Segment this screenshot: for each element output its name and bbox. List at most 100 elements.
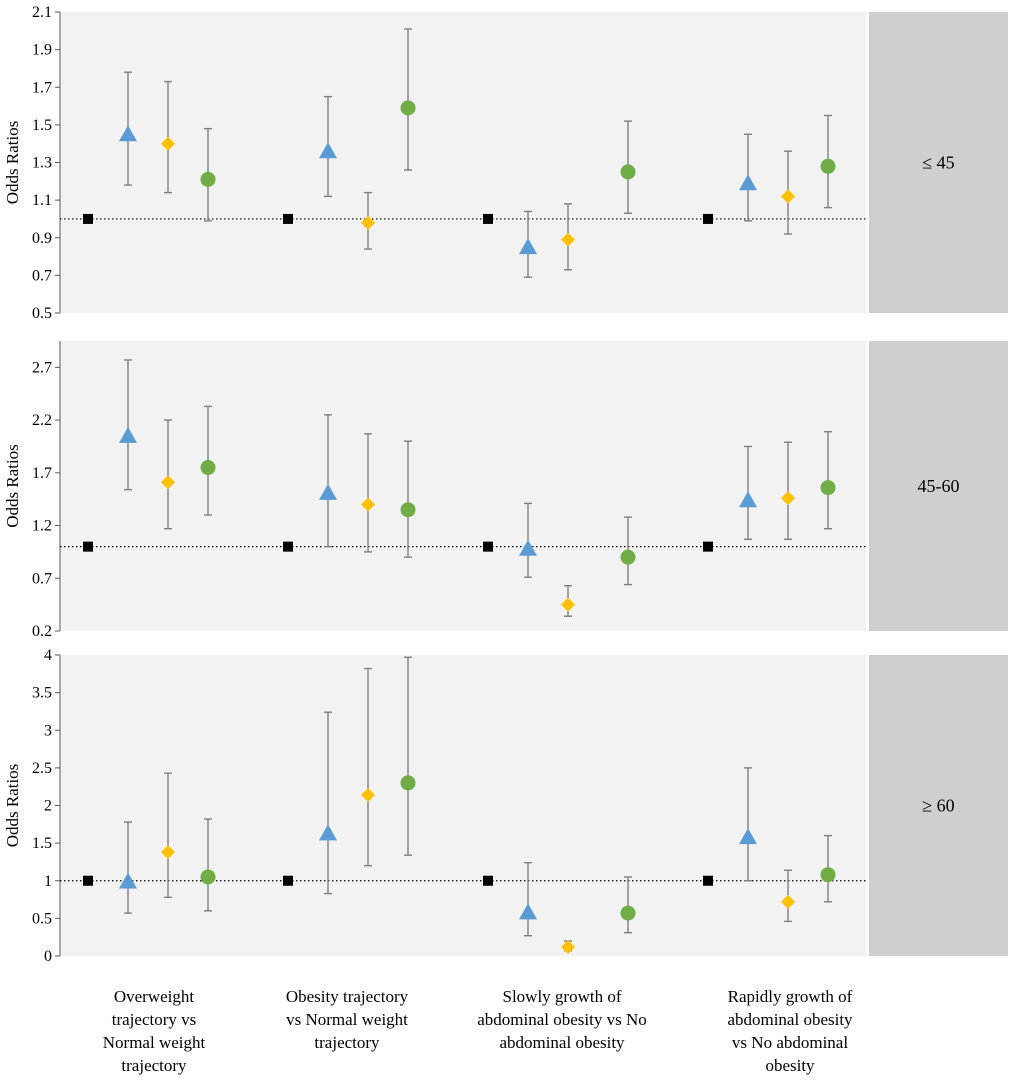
reference-square-marker bbox=[83, 213, 93, 224]
triangle-marker bbox=[319, 824, 337, 841]
circle-marker bbox=[400, 775, 416, 791]
triangle-marker bbox=[319, 483, 337, 500]
triangle-marker bbox=[119, 426, 137, 443]
y-tick-label: 0 bbox=[44, 948, 52, 965]
reference-square-marker bbox=[283, 541, 293, 552]
reference-square-marker bbox=[283, 213, 293, 224]
category-label-rapidly-growth: Rapidly growth of abdominal obesity vs N… bbox=[695, 985, 885, 1077]
triangle-marker bbox=[519, 238, 537, 255]
triangle-marker bbox=[739, 828, 757, 845]
category-label-line: abdominal obesity vs No bbox=[477, 1010, 647, 1029]
diamond-marker bbox=[561, 597, 575, 612]
diamond-marker bbox=[161, 845, 175, 860]
reference-square-marker bbox=[703, 213, 713, 224]
category-label-line: trajectory bbox=[314, 1033, 380, 1052]
y-tick-label: 1 bbox=[44, 873, 52, 890]
diamond-marker bbox=[561, 232, 575, 247]
triangle-marker bbox=[739, 491, 757, 508]
category-label-line: Slowly growth of bbox=[502, 987, 622, 1006]
y-tick-label: 2.5 bbox=[32, 760, 52, 777]
triangle-marker bbox=[739, 174, 757, 191]
y-tick-label: 1.7 bbox=[32, 79, 52, 96]
diamond-marker bbox=[361, 787, 375, 802]
y-tick-label: 3 bbox=[44, 722, 52, 739]
circle-marker bbox=[200, 171, 216, 187]
reference-square-marker bbox=[703, 875, 713, 886]
category-label-line: vs No abdominal bbox=[731, 1033, 849, 1052]
plot-area-panel-2 bbox=[60, 341, 866, 631]
age-group-label: 45-60 bbox=[918, 476, 960, 496]
y-axis-title: Odds Ratios bbox=[3, 121, 22, 205]
category-label-line: Normal weight bbox=[102, 1033, 206, 1052]
y-tick-label: 2.2 bbox=[32, 412, 52, 429]
y-tick-label: 1.5 bbox=[32, 117, 52, 134]
age-strip-panel-1 bbox=[869, 12, 1008, 313]
circle-marker bbox=[620, 905, 636, 921]
circle-marker bbox=[200, 869, 216, 885]
category-label-overweight: Overweight trajectory vs Normal weight t… bbox=[59, 985, 249, 1077]
category-label-line: abdominal obesity bbox=[727, 1010, 853, 1029]
category-label-slowly-growth: Slowly growth of abdominal obesity vs No… bbox=[447, 985, 677, 1054]
diamond-marker bbox=[361, 215, 375, 230]
age-group-label: ≥ 60 bbox=[922, 796, 954, 816]
y-tick-label: 3.5 bbox=[32, 685, 52, 702]
y-tick-label: 2 bbox=[44, 798, 52, 815]
plot-area-panel-1 bbox=[60, 12, 866, 313]
triangle-marker bbox=[319, 142, 337, 159]
y-tick-label: 1.3 bbox=[32, 155, 52, 172]
y-tick-label: 2.1 bbox=[32, 4, 52, 21]
y-tick-label: 1.1 bbox=[32, 192, 52, 209]
y-tick-label: 1.9 bbox=[32, 42, 52, 59]
y-tick-label: 4 bbox=[44, 647, 52, 664]
circle-marker bbox=[620, 549, 636, 565]
y-tick-label: 2.7 bbox=[32, 359, 52, 376]
diamond-marker bbox=[781, 894, 795, 909]
y-axis-title: Odds Ratios bbox=[3, 444, 22, 528]
triangle-marker bbox=[119, 125, 137, 142]
reference-square-marker bbox=[483, 541, 493, 552]
y-tick-label: 1.5 bbox=[32, 835, 52, 852]
circle-marker bbox=[820, 867, 836, 883]
y-tick-label: 0.2 bbox=[32, 623, 52, 640]
circle-marker bbox=[200, 460, 216, 476]
triangle-marker bbox=[519, 903, 537, 920]
age-strip-panel-3 bbox=[869, 655, 1008, 956]
category-label-line: vs Normal weight bbox=[286, 1010, 408, 1029]
age-group-label: ≤ 45 bbox=[922, 153, 954, 173]
y-tick-label: 1.2 bbox=[32, 518, 52, 535]
triangle-marker bbox=[119, 872, 137, 889]
diamond-marker bbox=[561, 939, 575, 954]
diamond-marker bbox=[161, 136, 175, 151]
category-label-line: abdominal obesity bbox=[499, 1033, 625, 1052]
category-label-obesity: Obesity trajectory vs Normal weight traj… bbox=[252, 985, 442, 1054]
category-label-line: trajectory vs bbox=[111, 1010, 197, 1029]
y-tick-label: 0.7 bbox=[32, 267, 52, 284]
category-label-line: trajectory bbox=[121, 1056, 187, 1075]
category-label-line: Overweight bbox=[113, 987, 195, 1006]
diamond-marker bbox=[781, 491, 795, 506]
reference-square-marker bbox=[83, 875, 93, 886]
y-axis-title: Odds Ratios bbox=[3, 764, 22, 848]
y-tick-label: 0.5 bbox=[32, 305, 52, 322]
circle-marker bbox=[820, 480, 836, 496]
category-label-line: Rapidly growth of bbox=[727, 987, 853, 1006]
circle-marker bbox=[400, 100, 416, 116]
circle-marker bbox=[400, 502, 416, 518]
reference-square-marker bbox=[483, 213, 493, 224]
reference-square-marker bbox=[83, 541, 93, 552]
y-tick-label: 0.7 bbox=[32, 570, 52, 587]
reference-square-marker bbox=[703, 541, 713, 552]
reference-square-marker bbox=[483, 875, 493, 886]
y-tick-label: 0.9 bbox=[32, 230, 52, 247]
y-tick-label: 0.5 bbox=[32, 910, 52, 927]
reference-square-marker bbox=[283, 875, 293, 886]
diamond-marker bbox=[781, 189, 795, 204]
diamond-marker bbox=[361, 497, 375, 512]
diamond-marker bbox=[161, 475, 175, 490]
circle-marker bbox=[820, 158, 836, 174]
category-label-line: obesity bbox=[765, 1056, 815, 1075]
age-strip-panel-2 bbox=[869, 341, 1008, 631]
circle-marker bbox=[620, 164, 636, 180]
plot-area-panel-3 bbox=[60, 655, 866, 956]
